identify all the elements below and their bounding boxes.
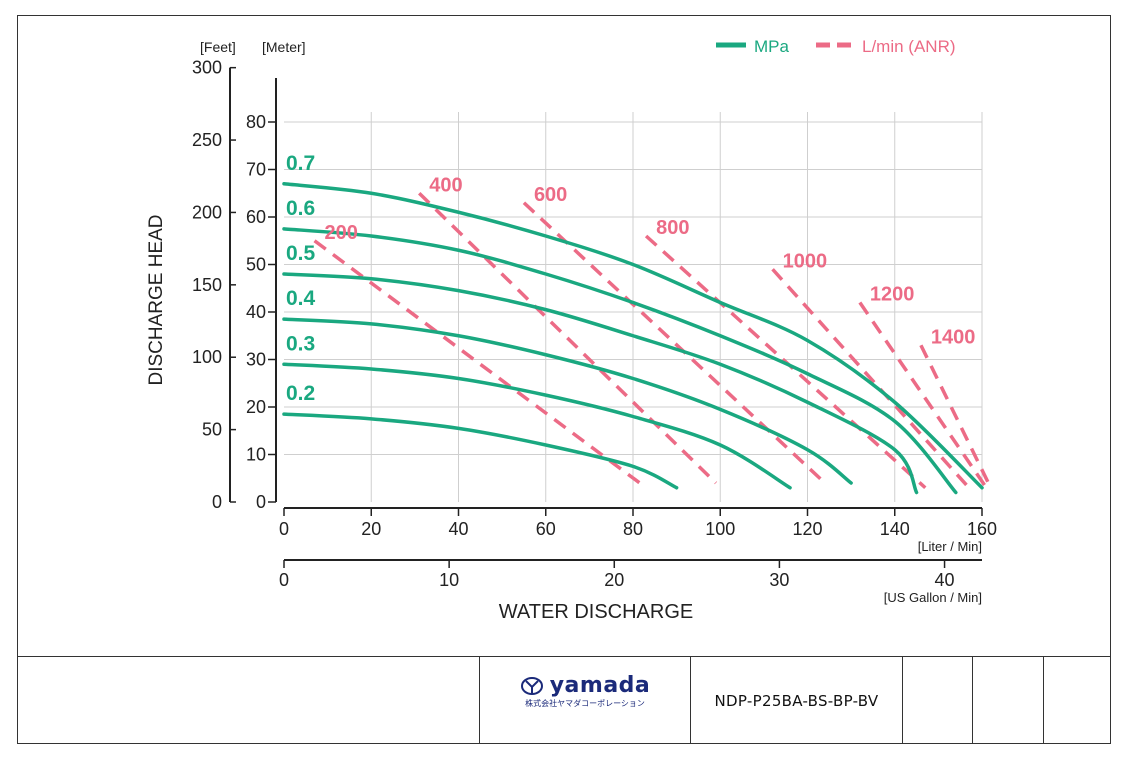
air-line-1200: [858, 301, 988, 489]
air-label-1000: 1000: [783, 250, 828, 272]
y-tick-meter-label: 10: [246, 445, 266, 465]
pressure-label-0.6: 0.6: [286, 197, 315, 220]
air-label-400: 400: [429, 174, 462, 196]
y-tick-meter-label: 30: [246, 350, 266, 370]
pressure-label-0.3: 0.3: [286, 332, 315, 355]
pressure-curve-0.5: [282, 272, 919, 495]
model-cell: NDP-P25BA-BS-BP-BV: [690, 657, 902, 744]
air-label-600: 600: [534, 184, 567, 206]
pressure-label-0.2: 0.2: [286, 382, 315, 405]
logo-cell: yamada 株式会社ヤマダコーポレーション: [479, 657, 690, 744]
y-tick-meter-label: 80: [246, 112, 266, 132]
y-tick-meter-label: 50: [246, 255, 266, 275]
x-tick-liter-label: 0: [279, 519, 289, 539]
y-tick-feet-label: 300: [192, 58, 222, 78]
drawing-frame: [17, 15, 1111, 744]
pressure-curve-0.2: [282, 412, 679, 490]
air-line-1400: [919, 344, 993, 489]
empty-cell-2: [972, 657, 1043, 744]
y-tick-feet-label: 150: [192, 275, 222, 295]
y-tick-meter-label: 40: [246, 302, 266, 322]
x-tick-liter-label: 120: [792, 519, 822, 539]
x-tick-liter-label: 140: [880, 519, 910, 539]
x-tick-gallon-label: 0: [279, 570, 289, 590]
air-label-800: 800: [656, 217, 689, 239]
x-tick-gallon-label: 30: [769, 570, 789, 590]
x-tick-gallon-label: 40: [935, 570, 955, 590]
pressure-label-0.4: 0.4: [286, 287, 316, 310]
yamada-logo-icon: [520, 676, 543, 695]
pressure-curves: [282, 182, 984, 495]
logo-company-name: 株式会社ヤマダコーポレーション: [525, 698, 645, 708]
legend: MPa L/min (ANR): [716, 37, 956, 56]
pressure-curve-0.3: [282, 362, 792, 490]
y-tick-meter-label: 20: [246, 397, 266, 417]
x-axis-title: WATER DISCHARGE: [499, 601, 693, 623]
y-tick-meter-label: 0: [256, 492, 266, 512]
y-axis-title: DISCHARGE HEAD: [146, 214, 167, 385]
pressure-label-0.7: 0.7: [286, 152, 315, 175]
legend-air-label: L/min (ANR): [862, 37, 956, 56]
air-line-400: [418, 191, 718, 485]
x-tick-liter-label: 20: [361, 519, 381, 539]
y-tick-feet-label: 0: [212, 492, 222, 512]
y-tick-meter-label: 60: [246, 207, 266, 227]
logo-wordmark: yamada: [549, 672, 651, 698]
pressure-label-0.5: 0.5: [286, 242, 316, 265]
y-tick-feet-label: 50: [202, 420, 222, 440]
pressure-curve-0.4: [282, 317, 853, 485]
x-unit-secondary: [US Gallon / Min]: [884, 590, 982, 605]
y-tick-feet-label: 200: [192, 202, 222, 222]
air-label-1400: 1400: [931, 326, 976, 348]
y-unit-right: [Meter]: [262, 39, 306, 55]
pressure-curve-0.7: [282, 182, 984, 490]
x-unit-primary: [Liter / Min]: [918, 539, 982, 554]
empty-cell-1: [902, 657, 972, 744]
y-tick-meter-label: 70: [246, 160, 266, 180]
pressure-curve-0.6: [282, 227, 958, 495]
x-tick-liter-label: 80: [623, 519, 643, 539]
series-labels: 200 400 600 800 1000 1200 1400 0.7 0.6 0.5 0.4 0.3 0…: [286, 152, 975, 405]
legend-mpa-label: MPa: [754, 37, 790, 56]
chart-axes: [229, 67, 982, 561]
model-number: NDP-P25BA-BS-BP-BV: [714, 691, 879, 710]
air-line-1000: [771, 268, 971, 489]
x-tick-liter-label: 100: [705, 519, 735, 539]
x-tick-liter-label: 60: [536, 519, 556, 539]
air-label-200: 200: [325, 222, 358, 244]
x-tick-liter-label: 160: [967, 519, 997, 539]
x-tick-liter-label: 40: [448, 519, 468, 539]
y-tick-feet-label: 100: [192, 347, 222, 367]
empty-cell-3: [1043, 657, 1111, 744]
y-unit-left: [Feet]: [200, 39, 236, 55]
title-block: yamada 株式会社ヤマダコーポレーション NDP-P25BA-BS-BP-B…: [17, 656, 1111, 744]
x-tick-gallon-label: 20: [604, 570, 624, 590]
air-label-1200: 1200: [870, 284, 915, 306]
y-tick-feet-label: 250: [192, 130, 222, 150]
x-tick-gallon-label: 10: [439, 570, 459, 590]
